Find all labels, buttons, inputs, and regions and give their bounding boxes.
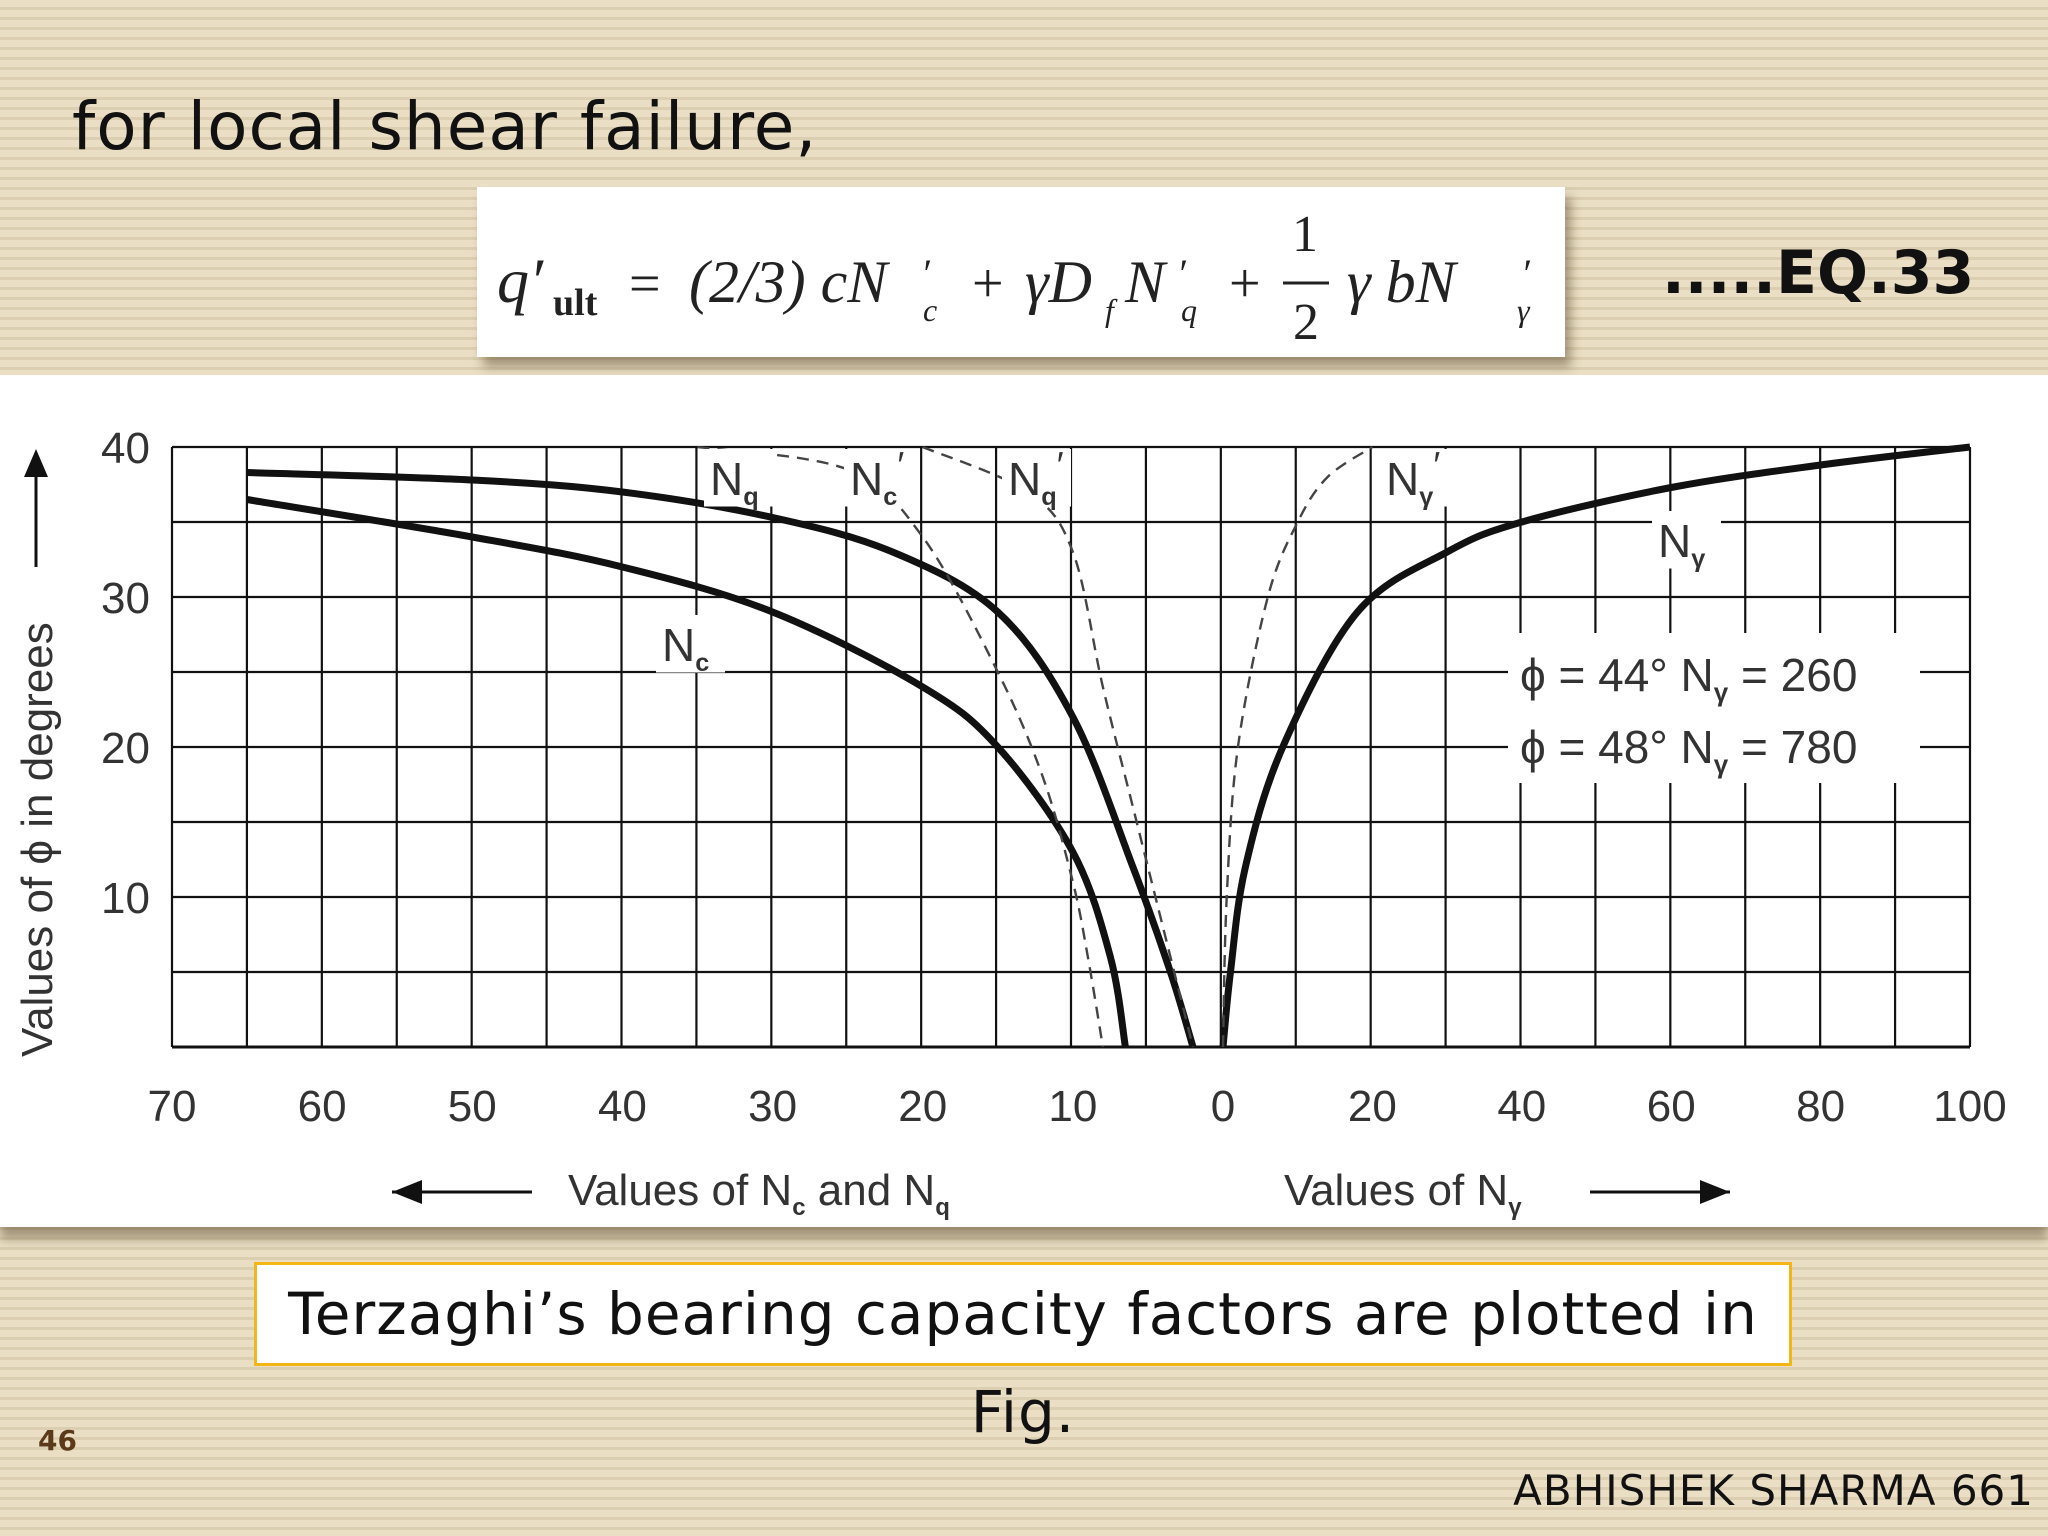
equation-number: .....EQ.33 (1662, 238, 1975, 308)
curve-label-nc: Nc (656, 615, 725, 677)
series-nγ-line (1219, 443, 1971, 1048)
label-background (656, 615, 725, 673)
x-axis-label-right-sub: γ (1508, 1194, 1522, 1221)
x-axis-label-right: Values of Nγ (1284, 1166, 1522, 1221)
arrow-left-icon-head (392, 1180, 422, 1204)
x-tick-label-right: 100 (1933, 1082, 2006, 1131)
curve-label-nγ-prime-sub: γ (1419, 483, 1433, 511)
y-tick-label: 30 (101, 574, 150, 623)
series-nq-prime-line (922, 445, 1195, 1048)
eq-lhs: q′ (497, 245, 544, 316)
caption-box: Terzaghi’s bearing capacity factors are … (254, 1262, 1792, 1446)
annotation-n: N (1681, 721, 1714, 773)
curve-label-nc-prime-sub: c (883, 483, 897, 511)
eq-term3-prime: ′ (1521, 251, 1531, 296)
annotation-value: = 260 (1728, 649, 1857, 701)
y-axis-arrow-head (24, 449, 48, 477)
curve-label-nq: Nq (704, 449, 773, 511)
x-tick-label-right: 40 (1497, 1082, 1546, 1131)
x-tick-label-right: 20 (1348, 1082, 1397, 1131)
y-axis-label: Values of ϕ in degrees (13, 622, 62, 1057)
x-tick-label-left: 0 (1211, 1082, 1235, 1131)
author-label: ABHISHEK SHARMA 661 (1513, 1466, 2034, 1515)
equation-box: q′ ult = (2/3) cN ′ c + γD f N ′ q + 1 2… (477, 187, 1565, 357)
label-background (1652, 511, 1721, 569)
eq-term3: γ bN (1347, 249, 1459, 315)
equation: q′ ult = (2/3) cN ′ c + γD f N ′ q + 1 2… (497, 206, 1531, 351)
page-number: 46 (38, 1424, 77, 1457)
curve-label-nq-prime: Nq′ (1002, 445, 1071, 511)
curve-label-nγ-prime: Nγ′ (1380, 445, 1449, 511)
curve-label-nc-prime-prime: ′ (897, 445, 904, 486)
x-axis-label-left-sub2: q (935, 1194, 950, 1221)
eq-equals: = (629, 253, 661, 315)
annotation-n-sub: γ (1714, 677, 1729, 707)
x-tick-label-left: 20 (898, 1082, 947, 1131)
curve-label-nc-sub: c (695, 649, 709, 677)
curve-label-nγ-prime-prime: ′ (1433, 445, 1440, 486)
curve-label-nc-prime: Nc′ (844, 445, 913, 511)
label-background (1380, 449, 1449, 507)
y-tick-label: 20 (101, 724, 150, 773)
annotation-background (1508, 633, 1920, 783)
x-tick-label-right: 60 (1647, 1082, 1696, 1131)
series-nc-line (246, 496, 1129, 1048)
series-nq-line (246, 469, 1197, 1049)
eq-term3-sub: γ (1517, 292, 1531, 328)
eq-term2b: N (1124, 249, 1168, 315)
chart-panel: 10 20 30 40 70 60 50 40 30 20 10 0 20 40 60 80 100 Values… (0, 375, 2048, 1227)
curve-label-nq-sub: q (743, 483, 758, 511)
x-tick-label-left: 30 (748, 1082, 797, 1131)
curve-label-nγ: Nγ (1652, 511, 1721, 573)
eq-term1: (2/3) cN (689, 249, 890, 315)
series-nc-prime-line (697, 445, 1105, 1048)
eq-plus2: + (1229, 253, 1261, 315)
curve-label-nq-prime-sub: q (1041, 483, 1056, 511)
annotation-phi: ϕ = 48° (1520, 721, 1681, 773)
y-axis-arrow-icon (24, 449, 48, 567)
x-axis-label-left-mid: and N (806, 1166, 936, 1215)
arrow-right-icon (1590, 1180, 1730, 1204)
annotation-n-sub: γ (1714, 749, 1729, 779)
x-tick-label-left: 10 (1048, 1082, 1097, 1131)
x-tick-label-left: 70 (148, 1082, 197, 1131)
y-tick-label: 40 (101, 424, 150, 473)
eq-frac-den: 2 (1293, 294, 1319, 351)
annotation-line: ϕ = 44° Nγ = 260 (1520, 649, 1857, 707)
label-background (704, 449, 773, 507)
arrow-right-icon-head (1700, 1180, 1730, 1204)
x-axis-label-left: Values of Nc and Nq (568, 1166, 950, 1221)
arrow-left-icon (392, 1180, 532, 1204)
curve-label-nq-prime-prime: ′ (1057, 445, 1064, 486)
eq-term2b-sub: q (1181, 292, 1197, 328)
x-tick-label-right: 80 (1796, 1082, 1845, 1131)
annotation-value: = 780 (1728, 721, 1857, 773)
y-tick-label: 10 (101, 874, 150, 923)
annotation-phi: ϕ = 44° (1520, 649, 1681, 701)
eq-frac-num: 1 (1292, 206, 1318, 263)
annotation-line: ϕ = 48° Nγ = 780 (1520, 721, 1857, 779)
x-axis-label-left-sub: c (792, 1194, 805, 1221)
eq-term2b-prime: ′ (1177, 251, 1187, 296)
eq-term1-sub: c (923, 292, 937, 328)
label-background (844, 449, 913, 507)
eq-term2: γD (1025, 249, 1092, 315)
annotation-n: N (1681, 649, 1714, 701)
slide-title: for local shear failure, (72, 88, 818, 165)
label-background (1002, 449, 1071, 507)
eq-plus1: + (972, 253, 1004, 315)
curve-label-nγ-sub: γ (1691, 545, 1705, 573)
eq-term1-prime: ′ (921, 251, 931, 296)
eq-lhs-sub: ult (553, 282, 598, 324)
eq-term2-sub: f (1105, 292, 1118, 328)
x-tick-label-left: 50 (448, 1082, 497, 1131)
annotation-box: ϕ = 44° Nγ = 260 ϕ = 48° Nγ = 780 (1508, 633, 1920, 783)
x-tick-label-left: 60 (298, 1082, 347, 1131)
x-tick-label-left: 40 (598, 1082, 647, 1131)
